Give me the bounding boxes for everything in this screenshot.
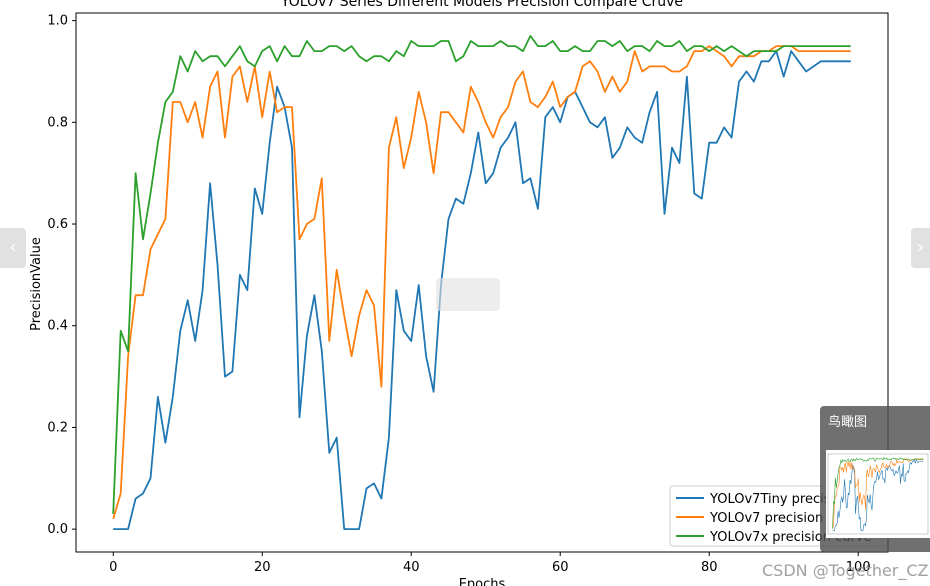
- minimap-panel[interactable]: 鸟瞰图: [820, 406, 930, 552]
- series-lines: [112, 35, 851, 530]
- minimap-series-0: [832, 458, 924, 531]
- previous-image-button[interactable]: ‹: [0, 228, 26, 268]
- x-tick-label: 100: [846, 560, 871, 575]
- chevron-right-icon: ›: [916, 237, 925, 258]
- minimap-series-1: [832, 458, 924, 530]
- x-axis-title: Epochs: [459, 577, 506, 586]
- y-tick-label: 0.4: [47, 319, 68, 334]
- minimap-title: 鸟瞰图: [828, 415, 868, 430]
- x-tick-label: 40: [403, 560, 420, 575]
- minimap-thumbnail[interactable]: [826, 450, 930, 538]
- axis-ticks: 0 20 40 60 80 100 0.0 0.2 0.4 0.6 0.8 1.0: [47, 14, 870, 575]
- minimap-series-2: [832, 456, 924, 529]
- y-tick-label: 0.2: [47, 420, 68, 435]
- chevron-left-icon: ‹: [9, 237, 17, 258]
- y-tick-label: 0.0: [47, 522, 68, 537]
- series-line-2: [112, 35, 851, 514]
- next-image-button[interactable]: ›: [911, 228, 930, 268]
- watermark: CSDN @Together_CZ: [762, 561, 929, 580]
- minimap-frame: [827, 453, 929, 535]
- x-tick-label: 80: [701, 560, 718, 575]
- x-tick-label: 20: [254, 560, 271, 575]
- y-axis-title: PrecisionValue: [29, 237, 44, 331]
- x-tick-label: 0: [109, 560, 117, 575]
- y-tick-label: 0.8: [47, 115, 68, 130]
- x-tick-label: 60: [552, 560, 569, 575]
- series-line-0: [113, 50, 851, 530]
- image-zoom-overlay[interactable]: [436, 278, 500, 311]
- plot-frame: [75, 12, 889, 553]
- chart-title: YOLOv7 Series Different Models Precision…: [280, 0, 683, 10]
- y-tick-label: 0.6: [47, 217, 68, 232]
- y-tick-label: 1.0: [47, 14, 68, 29]
- series-line-1: [112, 45, 851, 520]
